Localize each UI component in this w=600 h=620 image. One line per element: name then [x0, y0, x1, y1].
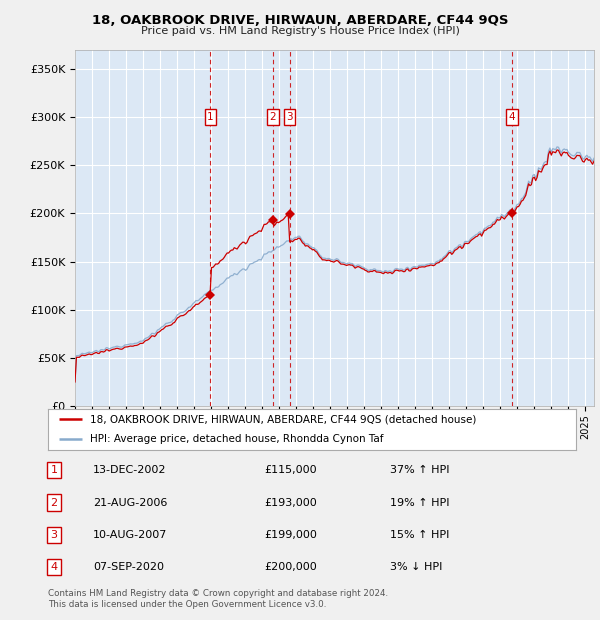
Text: 3% ↓ HPI: 3% ↓ HPI: [390, 562, 442, 572]
Text: £200,000: £200,000: [264, 562, 317, 572]
Text: 18, OAKBROOK DRIVE, HIRWAUN, ABERDARE, CF44 9QS (detached house): 18, OAKBROOK DRIVE, HIRWAUN, ABERDARE, C…: [90, 414, 476, 424]
Text: 21-AUG-2006: 21-AUG-2006: [93, 498, 167, 508]
Text: 2: 2: [269, 112, 276, 122]
Text: 4: 4: [50, 562, 58, 572]
Text: 4: 4: [509, 112, 515, 122]
Text: Contains HM Land Registry data © Crown copyright and database right 2024.
This d: Contains HM Land Registry data © Crown c…: [48, 590, 388, 609]
Text: 07-SEP-2020: 07-SEP-2020: [93, 562, 164, 572]
Text: 3: 3: [50, 530, 58, 540]
Text: £115,000: £115,000: [264, 466, 317, 476]
Text: Price paid vs. HM Land Registry's House Price Index (HPI): Price paid vs. HM Land Registry's House …: [140, 26, 460, 36]
Text: 3: 3: [286, 112, 293, 122]
Text: HPI: Average price, detached house, Rhondda Cynon Taf: HPI: Average price, detached house, Rhon…: [90, 435, 384, 445]
Text: 37% ↑ HPI: 37% ↑ HPI: [390, 466, 449, 476]
Text: 15% ↑ HPI: 15% ↑ HPI: [390, 530, 449, 540]
Text: 2: 2: [50, 498, 58, 508]
Text: £199,000: £199,000: [264, 530, 317, 540]
Text: 1: 1: [207, 112, 214, 122]
Text: 18, OAKBROOK DRIVE, HIRWAUN, ABERDARE, CF44 9QS: 18, OAKBROOK DRIVE, HIRWAUN, ABERDARE, C…: [92, 14, 508, 27]
Text: 10-AUG-2007: 10-AUG-2007: [93, 530, 167, 540]
Text: 19% ↑ HPI: 19% ↑ HPI: [390, 498, 449, 508]
Text: £193,000: £193,000: [264, 498, 317, 508]
Text: 13-DEC-2002: 13-DEC-2002: [93, 466, 167, 476]
Text: 1: 1: [50, 466, 58, 476]
